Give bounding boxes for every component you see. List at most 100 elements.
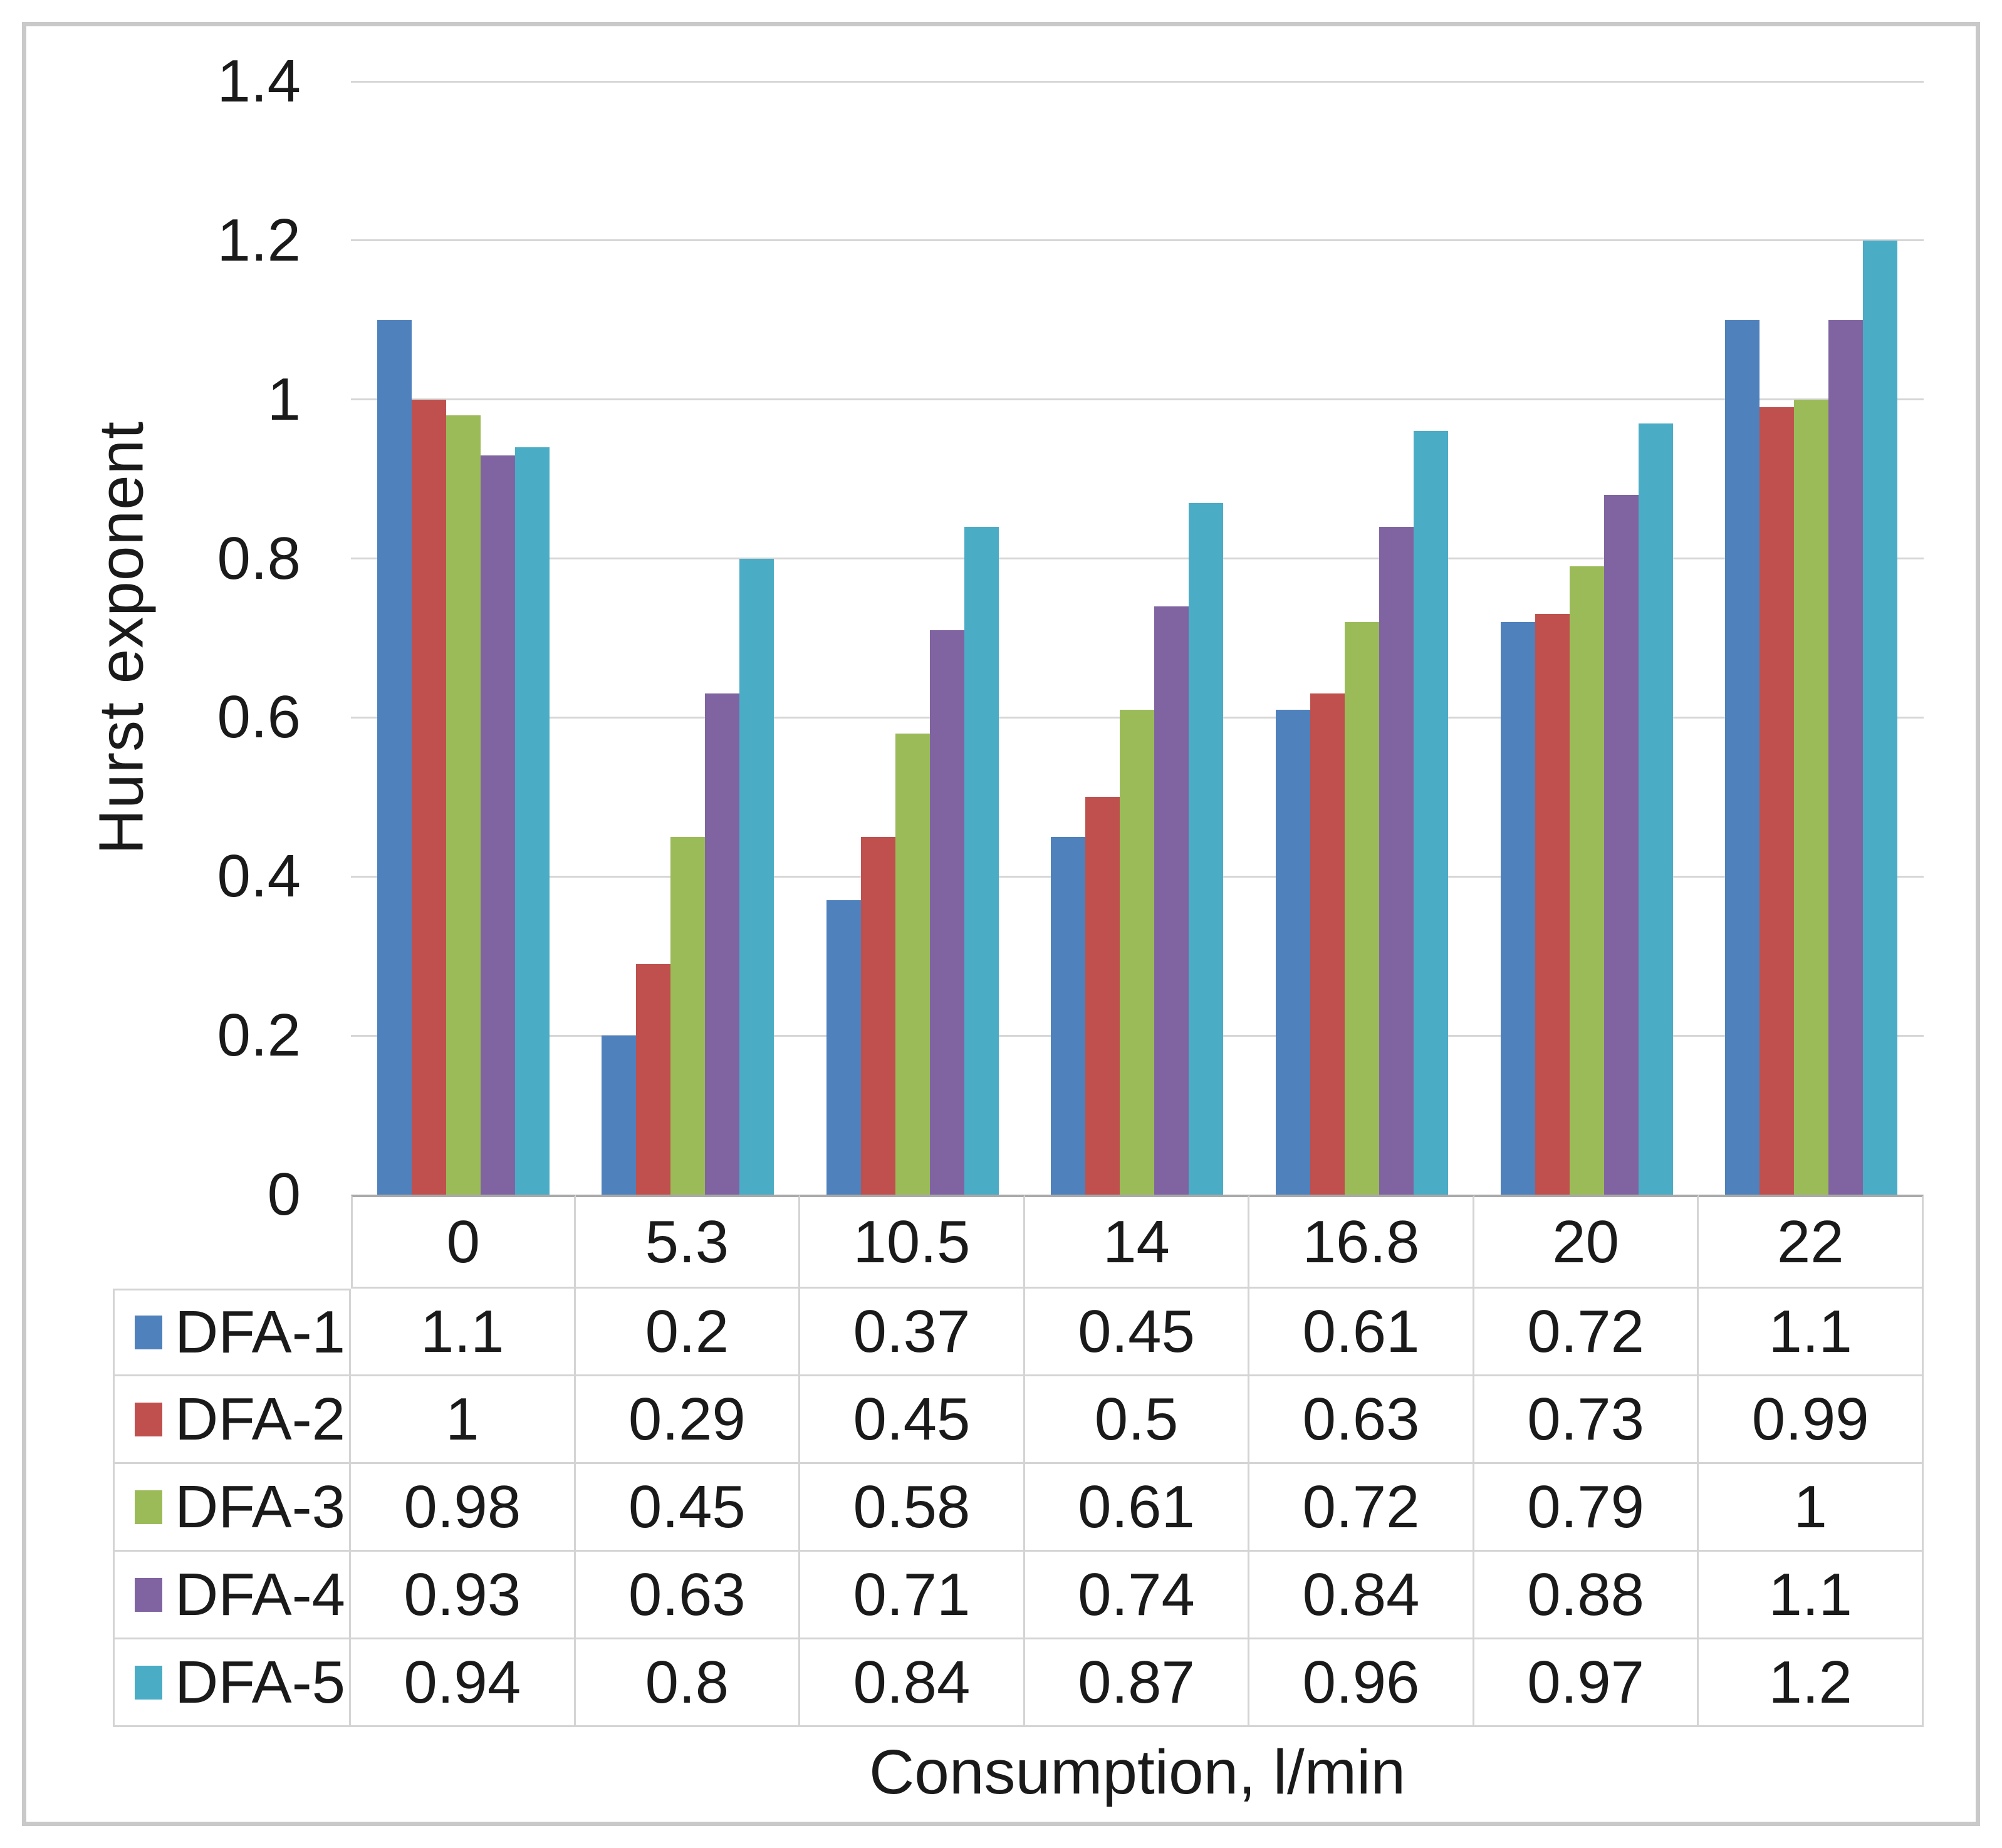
bar-dfa-3: [670, 837, 706, 1195]
y-axis-tick-label: 0.4: [217, 843, 301, 910]
category-cell: 22: [1699, 1195, 1924, 1289]
bar-dfa-2: [860, 837, 895, 1195]
bar-dfa-1: [1051, 837, 1086, 1195]
gridline: [351, 558, 1924, 560]
value-cell: 0.79: [1474, 1464, 1699, 1552]
bar-dfa-4: [929, 630, 964, 1195]
bar-dfa-4: [1828, 320, 1864, 1195]
value-cell: 0.96: [1249, 1639, 1474, 1727]
gridline: [351, 239, 1924, 242]
bar-dfa-3: [1569, 566, 1604, 1195]
value-cell: 0.72: [1249, 1464, 1474, 1552]
bar-dfa-3: [446, 415, 481, 1195]
legend-color-swatch: [135, 1490, 162, 1524]
y-axis-title: Hurst exponent: [86, 420, 157, 855]
legend-color-swatch: [135, 1316, 162, 1349]
value-cell: 1: [351, 1376, 576, 1464]
category-cell: 0: [351, 1195, 576, 1289]
legend-cell: DFA-3: [113, 1464, 351, 1552]
value-cell: 0.61: [1024, 1464, 1250, 1552]
value-cell: 1.1: [351, 1289, 576, 1376]
category-cell: 20: [1474, 1195, 1699, 1289]
bar-dfa-2: [1760, 407, 1795, 1195]
value-cell: 1.2: [1699, 1639, 1924, 1727]
bar-dfa-5: [739, 559, 774, 1195]
bar-group: [351, 81, 576, 1195]
data-table: 0 5.3 10.5 14 16.8 20 22 DFA-1 1.1 0.2 0.37 0.45 0.6…: [113, 1195, 1924, 1727]
legend-cell: DFA-1: [113, 1289, 351, 1376]
bar-dfa-2: [1535, 614, 1570, 1195]
bar-dfa-5: [1414, 431, 1449, 1195]
value-cell: 0.94: [351, 1639, 576, 1727]
value-cell: 0.45: [800, 1376, 1025, 1464]
bar-dfa-1: [377, 320, 412, 1195]
bar-dfa-2: [636, 964, 671, 1195]
bar-dfa-5: [1863, 241, 1898, 1195]
category-cell: 5.3: [575, 1195, 801, 1289]
category-cell: 16.8: [1249, 1195, 1474, 1289]
y-axis-tick-label: 0.6: [217, 683, 301, 751]
y-axis-tick-label: 1.2: [217, 206, 301, 274]
value-cell: 0.73: [1474, 1376, 1699, 1464]
value-cell: 0.63: [575, 1552, 801, 1639]
category-cell: 14: [1024, 1195, 1250, 1289]
bar-dfa-4: [480, 455, 515, 1195]
value-cell: 1.1: [1699, 1552, 1924, 1639]
bar-group: [1025, 81, 1250, 1195]
bar-dfa-3: [1794, 400, 1829, 1195]
bar-dfa-5: [514, 447, 550, 1195]
legend-color-swatch: [135, 1665, 162, 1700]
bar-dfa-1: [602, 1036, 637, 1195]
value-cell: 0.5: [1024, 1376, 1250, 1464]
value-cell: 0.72: [1474, 1289, 1699, 1376]
value-cell: 0.87: [1024, 1639, 1250, 1727]
plot-area: [351, 80, 1924, 1195]
value-cell: 0.93: [351, 1552, 576, 1639]
y-axis-tick-label: 0: [267, 1161, 301, 1228]
bar-group: [1474, 81, 1699, 1195]
bar-dfa-2: [411, 400, 446, 1195]
bar-dfa-4: [1154, 606, 1189, 1195]
value-cell: 0.45: [1024, 1289, 1250, 1376]
category-cell: 10.5: [800, 1195, 1025, 1289]
value-cell: 0.97: [1474, 1639, 1699, 1727]
value-cell: 0.99: [1699, 1376, 1924, 1464]
bar-group: [1699, 81, 1924, 1195]
gridline: [351, 398, 1924, 401]
value-cell: 0.74: [1024, 1552, 1250, 1639]
legend-series-label: DFA-4: [175, 1560, 346, 1628]
value-cell: 1.1: [1699, 1289, 1924, 1376]
value-cell: 0.8: [575, 1639, 801, 1727]
legend-color-swatch: [135, 1402, 162, 1436]
legend-cell: DFA-4: [113, 1552, 351, 1639]
bar-dfa-3: [1120, 710, 1155, 1195]
bar-dfa-1: [826, 900, 861, 1195]
bar-dfa-5: [1189, 503, 1224, 1195]
bar-dfa-2: [1085, 797, 1120, 1195]
value-cell: 0.98: [351, 1464, 576, 1552]
bar-group: [1249, 81, 1474, 1195]
legend-cell: DFA-2: [113, 1376, 351, 1464]
table-corner-spacer: [113, 1195, 351, 1289]
y-axis-tick-label: 1.4: [217, 48, 301, 115]
bar-dfa-5: [1638, 423, 1673, 1195]
value-cell: 0.58: [800, 1464, 1025, 1552]
value-cell: 0.61: [1249, 1289, 1474, 1376]
value-cell: 0.88: [1474, 1552, 1699, 1639]
bar-group: [800, 81, 1025, 1195]
gridline: [351, 80, 1924, 83]
y-axis-tick-label: 0.2: [217, 1002, 301, 1069]
bar-dfa-4: [1379, 527, 1414, 1195]
bar-dfa-4: [705, 693, 740, 1195]
bar-dfa-2: [1310, 693, 1345, 1195]
y-axis-tick-label: 1: [267, 365, 301, 433]
legend-series-label: DFA-5: [175, 1648, 346, 1716]
value-cell: 0.45: [575, 1464, 801, 1552]
value-cell: 0.29: [575, 1376, 801, 1464]
bar-dfa-1: [1725, 320, 1760, 1195]
bar-dfa-1: [1500, 622, 1535, 1195]
bar-dfa-5: [964, 527, 999, 1195]
bar-dfa-3: [1345, 622, 1380, 1195]
bar-dfa-4: [1603, 495, 1639, 1195]
